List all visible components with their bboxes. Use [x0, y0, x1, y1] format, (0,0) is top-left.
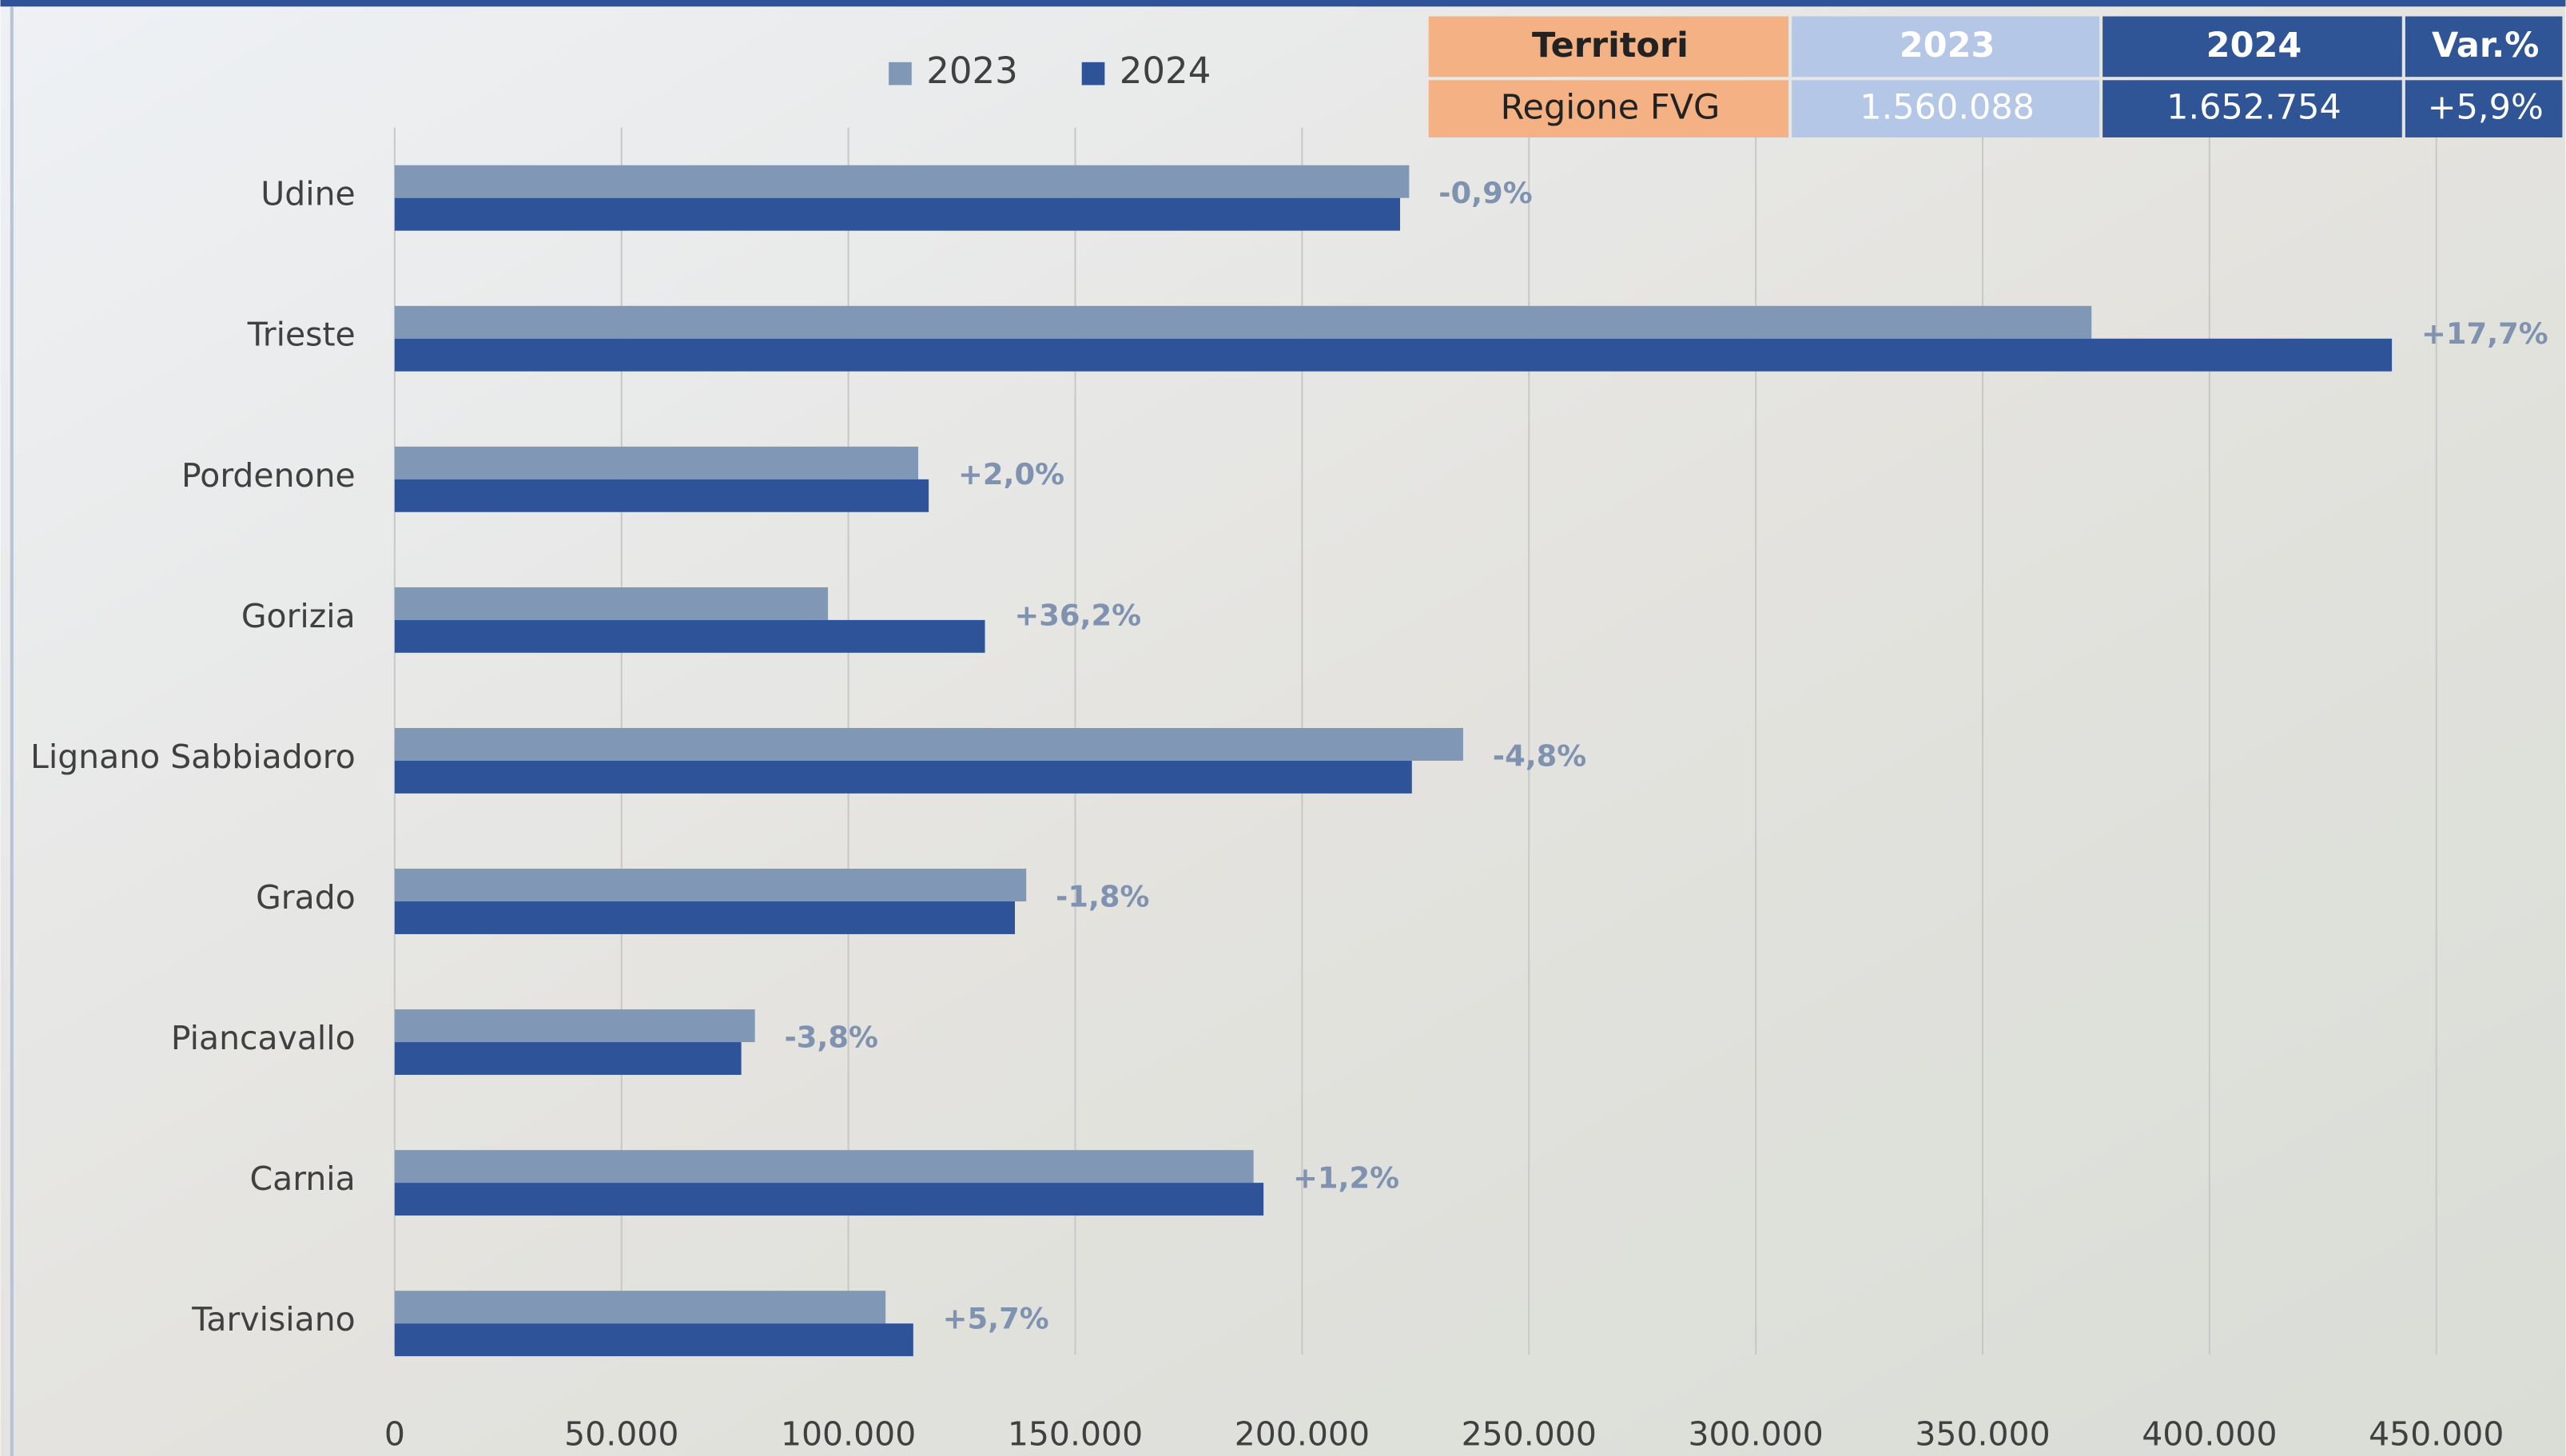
bar — [394, 587, 829, 620]
bar — [394, 1183, 1264, 1216]
bar — [394, 1323, 913, 1357]
table-cell-text: +5,9% — [2428, 88, 2544, 128]
data-label: +36,2% — [1014, 598, 1141, 632]
y-tick-label: Trieste — [247, 316, 356, 354]
y-tick-label: Tarvisiano — [191, 1300, 356, 1339]
data-label: -0,9% — [1438, 176, 1532, 210]
bar — [394, 869, 1027, 902]
left-rule — [10, 6, 14, 1456]
bar — [394, 338, 2393, 372]
table-header-cell — [2103, 16, 2402, 78]
legend-swatch — [889, 62, 912, 86]
x-tick-label: 300.000 — [1688, 1414, 1823, 1453]
x-tick-label: 200.000 — [1235, 1414, 1370, 1453]
bar — [394, 165, 1410, 198]
legend-label: 2023 — [926, 50, 1018, 92]
table-cell — [2405, 80, 2563, 137]
y-tick-label: Carnia — [250, 1160, 356, 1198]
x-tick-label: 400.000 — [2142, 1414, 2277, 1453]
y-tick-label: Udine — [261, 175, 355, 213]
data-label: +2,0% — [958, 457, 1064, 491]
data-label: +17,7% — [2421, 316, 2548, 351]
x-tick-label: 450.000 — [2369, 1414, 2504, 1453]
bar — [394, 1150, 1254, 1183]
bar — [394, 479, 929, 512]
bar — [394, 305, 2092, 339]
bar — [394, 1291, 886, 1324]
table-header-text: Var.% — [2432, 26, 2539, 66]
bar — [394, 901, 1015, 934]
bar — [394, 619, 985, 653]
y-tick-label: Piancavallo — [171, 1019, 356, 1057]
bar — [394, 197, 1401, 231]
top-rule — [0, 0, 2566, 7]
table-header-text: 2024 — [2206, 26, 2302, 66]
table-cell — [2103, 80, 2402, 137]
x-tick-label: 150.000 — [1008, 1414, 1143, 1453]
x-tick-label: 250.000 — [1462, 1414, 1597, 1453]
table-cell-text: 1.652.754 — [2166, 88, 2341, 128]
y-tick-label: Pordenone — [181, 456, 356, 495]
bar — [394, 446, 919, 479]
table-cell-text: Regione FVG — [1501, 88, 1721, 128]
data-label: -3,8% — [785, 1020, 878, 1054]
table-cell — [1428, 80, 1789, 137]
bar — [394, 760, 1412, 794]
y-tick-label: Lignano Sabbiadoro — [30, 738, 356, 776]
table-header-cell — [1428, 16, 1789, 78]
table-cell-text: 1.560.088 — [1860, 88, 2035, 128]
x-tick-label: 100.000 — [781, 1414, 916, 1453]
bar — [394, 1009, 755, 1043]
bar — [394, 1042, 742, 1076]
table-cell — [1792, 80, 2100, 137]
data-label: -1,8% — [1056, 879, 1149, 913]
table-header-cell — [2405, 16, 2563, 78]
table-header-text: Territori — [1532, 26, 1689, 66]
legend-swatch — [1081, 62, 1105, 86]
data-label: +5,7% — [943, 1302, 1049, 1336]
y-tick-label: Grado — [256, 878, 356, 917]
bar — [394, 728, 1463, 761]
x-tick-label: 0 — [384, 1414, 405, 1453]
data-label: -4,8% — [1493, 738, 1586, 773]
table-header-cell — [1792, 16, 2100, 78]
x-tick-label: 50.000 — [564, 1414, 678, 1453]
legend-label: 2024 — [1120, 50, 1211, 92]
x-tick-label: 350.000 — [1915, 1414, 2050, 1453]
y-tick-label: Gorizia — [241, 597, 356, 635]
table-header-text: 2023 — [1900, 26, 1995, 66]
data-label: +1,2% — [1293, 1161, 1399, 1195]
